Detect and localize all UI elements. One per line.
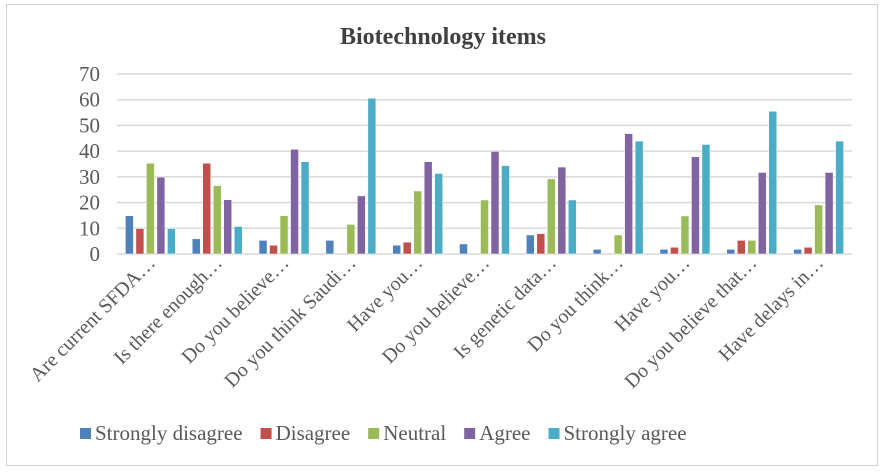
x-category-label: Do you think Saudi… (220, 252, 360, 392)
bar-neutral (747, 240, 757, 255)
bar-neutral (680, 215, 690, 255)
bar-agree (624, 133, 633, 255)
y-tick-label: 50 (79, 113, 100, 137)
y-tick-label: 30 (79, 165, 100, 189)
bar-strongly-disagree (459, 243, 468, 255)
legend-swatch (464, 428, 476, 439)
bar-neutral (346, 224, 356, 255)
chart-title: Biotechnology items (340, 24, 546, 50)
chart-frame (6, 4, 878, 466)
bar-strongly-disagree (325, 240, 335, 255)
y-tick-label: 40 (79, 139, 100, 163)
bar-agree (223, 199, 232, 255)
bar-strongly-agree (233, 226, 243, 255)
y-tick-label: 0 (90, 242, 101, 266)
bar-agree (490, 151, 500, 255)
bar-strongly-disagree (526, 234, 535, 255)
legend-swatch (368, 428, 380, 439)
bar-disagree (269, 245, 278, 255)
bar-neutral (480, 199, 489, 255)
bar-strongly-disagree (125, 215, 134, 255)
legend-label: Agree (479, 421, 530, 445)
bar-strongly-agree (768, 111, 778, 255)
bar-neutral (279, 215, 289, 255)
x-category-label: Are current SFDA… (26, 252, 160, 386)
bar-strongly-disagree (726, 249, 736, 255)
bar-strongly-agree (701, 144, 711, 255)
bar-strongly-agree (367, 97, 377, 255)
bar-neutral (613, 234, 623, 255)
bar-strongly-disagree (258, 240, 268, 255)
y-tick-label: 70 (79, 62, 100, 86)
y-tick-label: 60 (79, 88, 100, 112)
bar-agree (357, 195, 366, 255)
bar-disagree (803, 247, 813, 255)
bar-strongly-disagree (659, 249, 669, 255)
legend-label: Strongly disagree (95, 421, 243, 445)
bar-strongly-agree (167, 228, 176, 255)
bar-strongly-disagree (592, 249, 602, 255)
y-tick-label: 10 (79, 216, 100, 240)
bar-strongly-agree (300, 161, 310, 255)
bar-agree (423, 161, 433, 255)
legend-label: Disagree (276, 421, 351, 445)
bar-agree (691, 156, 700, 255)
bar-strongly-agree (835, 140, 844, 255)
bar-neutral (814, 204, 823, 255)
bar-strongly-disagree (793, 249, 802, 255)
bar-strongly-agree (634, 140, 644, 255)
legend-swatch (80, 428, 91, 439)
x-category-label: Do you believe that… (620, 252, 761, 393)
bar-strongly-agree (501, 165, 510, 255)
bar-disagree (737, 240, 746, 255)
bar-agree (557, 166, 567, 255)
bar-disagree (402, 241, 412, 255)
bar-agree (824, 172, 834, 255)
bar-agree (758, 172, 767, 255)
legend-label: Neutral (383, 421, 446, 445)
legend-swatch (260, 428, 272, 439)
bar-neutral (146, 162, 155, 255)
y-tick-label: 20 (79, 191, 100, 215)
bar-strongly-agree (434, 173, 443, 255)
bar-disagree (135, 228, 145, 255)
bar-neutral (212, 185, 222, 255)
bar-disagree (202, 162, 211, 255)
legend-label: Strongly agree (564, 421, 687, 445)
bar-disagree (536, 233, 546, 255)
legend-swatch (548, 428, 560, 439)
bar-strongly-disagree (191, 238, 201, 255)
bar-neutral (547, 178, 556, 255)
bar-agree (290, 149, 299, 255)
bar-strongly-agree (568, 199, 577, 255)
bar-neutral (413, 190, 422, 255)
bar-disagree (670, 247, 679, 255)
bar-agree (156, 176, 166, 255)
bar-strongly-disagree (392, 245, 401, 255)
